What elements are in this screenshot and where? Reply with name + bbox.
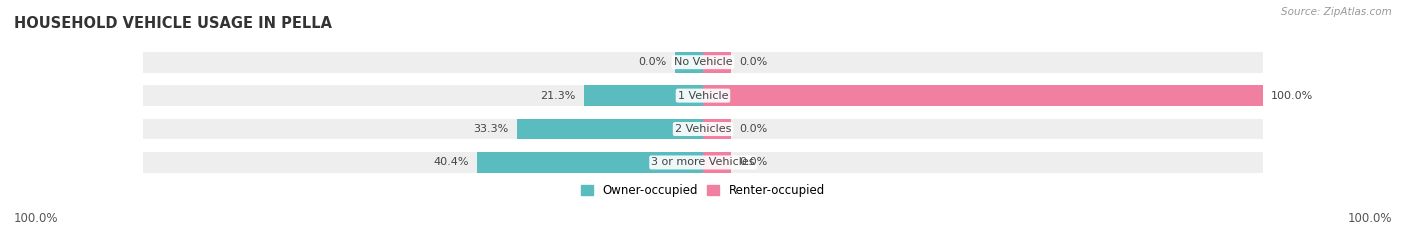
- Text: 0.0%: 0.0%: [740, 157, 768, 168]
- Bar: [703, 52, 1263, 73]
- Text: 0.0%: 0.0%: [740, 57, 768, 67]
- Bar: [703, 85, 1263, 106]
- Bar: [583, 85, 703, 106]
- Bar: [703, 52, 731, 73]
- Bar: [143, 52, 703, 73]
- Text: 3 or more Vehicles: 3 or more Vehicles: [651, 157, 755, 168]
- Text: 0.0%: 0.0%: [740, 124, 768, 134]
- Text: 21.3%: 21.3%: [540, 91, 575, 101]
- Text: 100.0%: 100.0%: [1347, 212, 1392, 225]
- Text: No Vehicle: No Vehicle: [673, 57, 733, 67]
- Legend: Owner-occupied, Renter-occupied: Owner-occupied, Renter-occupied: [576, 179, 830, 202]
- Bar: [477, 152, 703, 173]
- Text: 0.0%: 0.0%: [638, 57, 666, 67]
- Text: HOUSEHOLD VEHICLE USAGE IN PELLA: HOUSEHOLD VEHICLE USAGE IN PELLA: [14, 16, 332, 31]
- Text: 2 Vehicles: 2 Vehicles: [675, 124, 731, 134]
- Text: 100.0%: 100.0%: [14, 212, 59, 225]
- Bar: [143, 152, 703, 173]
- Text: 100.0%: 100.0%: [1271, 91, 1313, 101]
- Text: 40.4%: 40.4%: [433, 157, 468, 168]
- Bar: [703, 85, 1263, 106]
- Bar: [675, 52, 703, 73]
- Text: 33.3%: 33.3%: [472, 124, 508, 134]
- Bar: [143, 119, 703, 139]
- Text: 1 Vehicle: 1 Vehicle: [678, 91, 728, 101]
- Bar: [143, 85, 703, 106]
- Bar: [703, 119, 1263, 139]
- Bar: [703, 119, 731, 139]
- Bar: [516, 119, 703, 139]
- Bar: [703, 152, 731, 173]
- Text: Source: ZipAtlas.com: Source: ZipAtlas.com: [1281, 7, 1392, 17]
- Bar: [703, 152, 1263, 173]
